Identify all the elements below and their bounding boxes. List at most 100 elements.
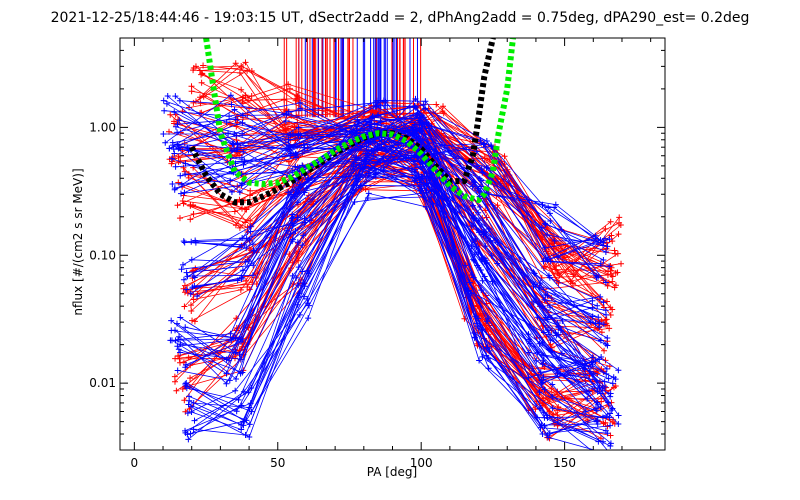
plus-marker (296, 164, 303, 171)
profile-line (183, 181, 616, 425)
plus-marker (233, 375, 240, 382)
profile-line (188, 160, 596, 450)
profile-line (174, 124, 598, 307)
profile-line (169, 109, 599, 243)
profile-line (178, 155, 619, 425)
plus-marker (190, 65, 197, 72)
plus-marker (292, 97, 299, 104)
plus-marker (541, 296, 548, 303)
plus-marker (160, 131, 167, 138)
plus-marker (615, 367, 622, 374)
plus-marker (611, 247, 618, 254)
plus-marker (175, 179, 182, 186)
plus-marker (241, 206, 248, 213)
plus-marker (180, 285, 187, 292)
plus-marker (237, 335, 244, 342)
profile-line (191, 163, 593, 383)
plus-marker (285, 108, 292, 115)
plus-marker (542, 221, 549, 228)
plus-marker (380, 154, 387, 161)
plus-marker (294, 92, 301, 99)
plus-marker (556, 354, 563, 361)
plus-marker (237, 243, 244, 250)
plus-marker (551, 237, 558, 244)
plus-marker (180, 238, 187, 245)
plus-marker (192, 265, 199, 272)
plus-marker (482, 207, 489, 214)
plus-marker (227, 177, 234, 184)
plus-marker (369, 113, 376, 120)
plus-marker (545, 204, 552, 211)
plus-marker (300, 232, 307, 239)
plus-marker (242, 219, 249, 226)
plus-marker (182, 361, 189, 368)
plus-marker (416, 117, 423, 124)
plus-marker (547, 258, 554, 265)
plus-marker (243, 417, 250, 424)
plus-marker (301, 144, 308, 151)
plus-marker (608, 452, 614, 458)
plus-marker (192, 237, 199, 244)
plus-marker (284, 125, 291, 132)
profile-line (177, 100, 597, 278)
plus-marker (532, 406, 539, 413)
plus-marker (247, 217, 254, 224)
profile-line (185, 114, 593, 317)
plus-marker (570, 271, 577, 278)
plus-marker (422, 105, 429, 112)
plus-marker (547, 217, 554, 224)
plus-marker (440, 110, 447, 117)
plus-marker (545, 331, 552, 338)
axes: 0 50 100 150 0.01 0.10 1.00 (89, 37, 666, 470)
plus-marker (476, 204, 483, 211)
plus-marker (286, 158, 293, 165)
plus-marker (352, 154, 359, 161)
plus-marker (171, 150, 178, 157)
chart-title: 2021-12-25/18:44:46 - 19:03:15 UT, dSect… (51, 10, 750, 26)
plus-marker (191, 318, 198, 325)
plus-marker (540, 265, 547, 272)
plus-marker (238, 86, 245, 93)
plus-marker (174, 343, 181, 350)
plus-marker (485, 164, 492, 171)
plus-marker (190, 296, 197, 303)
plus-marker (555, 280, 562, 287)
plus-marker (228, 337, 235, 344)
plus-marker (184, 273, 191, 280)
plus-marker (595, 273, 602, 280)
plus-marker (250, 262, 257, 269)
plus-marker (483, 352, 490, 359)
plus-marker (604, 282, 611, 289)
plus-marker (188, 409, 195, 416)
plus-marker (231, 130, 238, 137)
plus-marker (418, 173, 425, 180)
plus-marker (223, 370, 230, 377)
plus-marker (175, 346, 182, 353)
plus-marker (172, 163, 179, 170)
plus-marker (469, 183, 476, 190)
plus-marker (227, 330, 234, 337)
plus-marker (247, 187, 254, 194)
plus-marker (608, 406, 615, 413)
plus-marker (187, 216, 194, 223)
plus-marker (188, 308, 195, 315)
plus-marker (604, 243, 611, 250)
plus-marker (533, 357, 540, 364)
plus-marker (225, 130, 232, 137)
plus-marker (296, 290, 303, 297)
profile-line (174, 107, 602, 341)
plus-marker (612, 282, 619, 289)
plus-marker (301, 189, 308, 196)
plus-marker (286, 85, 293, 92)
plus-marker (168, 327, 175, 334)
plus-marker (545, 434, 552, 441)
plus-marker (186, 393, 193, 400)
profile-line (163, 101, 604, 243)
plus-marker (238, 62, 245, 69)
plus-marker (174, 367, 181, 374)
plus-marker (295, 124, 302, 131)
plus-marker (286, 119, 293, 126)
plus-marker (239, 112, 246, 119)
plus-marker (411, 166, 418, 173)
profile-line (184, 116, 593, 318)
